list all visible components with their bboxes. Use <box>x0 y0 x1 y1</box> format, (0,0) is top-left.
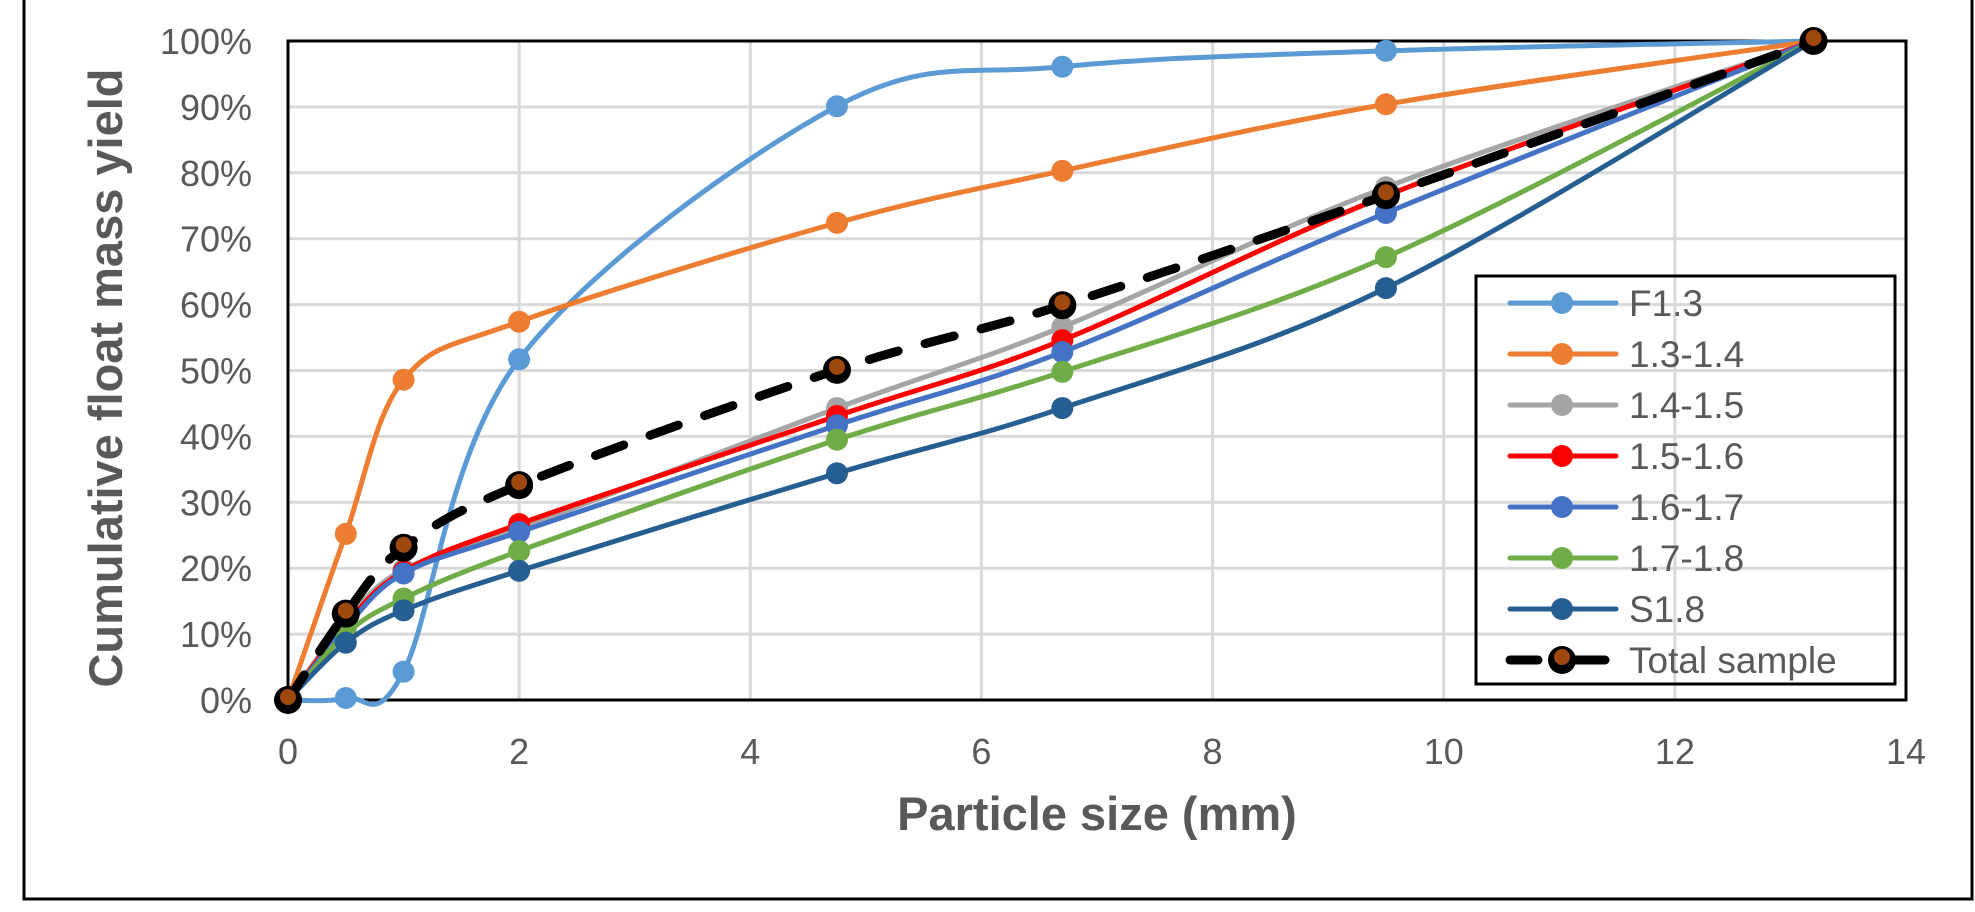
y-tick-label: 20% <box>180 548 252 589</box>
legend-marker <box>1554 649 1570 665</box>
x-tick-label: 6 <box>971 731 991 772</box>
legend-item-1-6-1-7: 1.6-1.7 <box>1507 487 1744 528</box>
data-point <box>1051 341 1074 364</box>
y-tick-label: 70% <box>180 219 252 260</box>
legend-label: 1.4-1.5 <box>1629 385 1744 426</box>
x-tick-label: 14 <box>1886 731 1926 772</box>
legend-box <box>1474 274 1897 686</box>
data-point <box>392 562 415 585</box>
x-tick-label: 0 <box>278 731 298 772</box>
data-point <box>1374 277 1397 300</box>
data-point <box>825 95 848 118</box>
data-point <box>508 540 531 563</box>
data-point <box>280 689 296 705</box>
legend-marker <box>1551 496 1573 518</box>
legend-label: Total sample <box>1629 640 1837 681</box>
y-axis-title: Cumulative float mass yield <box>79 68 132 687</box>
data-point <box>392 599 415 622</box>
y-tick-label: 90% <box>180 87 252 128</box>
series-line <box>285 38 1817 703</box>
legend-item-1-3-1-4: 1.3-1.4 <box>1507 334 1744 375</box>
y-tick-label: 100% <box>160 21 252 62</box>
series-total-sample <box>274 27 1828 714</box>
data-point <box>392 368 415 391</box>
data-point <box>395 536 412 553</box>
x-tick-label: 4 <box>740 731 760 772</box>
data-point <box>825 428 848 451</box>
x-tick-label: 8 <box>1203 731 1223 772</box>
legend: F1.3 1.3-1.4 1.4-1.5 1.5-1.6 1.6-1.7 1.7-1.8 S… <box>1474 274 1897 686</box>
data-point <box>334 522 357 545</box>
x-tick-label: 2 <box>509 731 529 772</box>
legend-marker <box>1551 394 1573 416</box>
y-tick-label: 50% <box>180 351 252 392</box>
legend-marker <box>1551 547 1573 569</box>
data-point <box>1377 184 1394 201</box>
series-line <box>285 38 1817 703</box>
data-point <box>1374 39 1397 62</box>
data-point <box>1374 93 1397 116</box>
data-point <box>392 660 415 683</box>
legend-item-1-7-1-8: 1.7-1.8 <box>1507 538 1744 579</box>
data-point <box>511 474 528 491</box>
data-point <box>508 559 531 582</box>
legend-marker <box>1551 292 1573 314</box>
data-point <box>1051 360 1074 383</box>
x-axis-title: Particle size (mm) <box>897 787 1297 840</box>
legend-marker <box>1551 343 1573 365</box>
legend-marker <box>1551 598 1573 620</box>
legend-label: 1.3-1.4 <box>1629 334 1744 375</box>
data-point <box>1051 159 1074 182</box>
data-point <box>334 631 357 654</box>
x-tick-label: 10 <box>1424 731 1464 772</box>
data-point <box>825 462 848 485</box>
legend-item-s1-8: S1.8 <box>1507 589 1705 630</box>
legend-marker <box>1551 445 1573 467</box>
data-point <box>337 602 354 619</box>
y-tick-label: 60% <box>180 285 252 326</box>
legend-item-1-5-1-6: 1.5-1.6 <box>1507 436 1744 477</box>
data-point <box>334 687 357 710</box>
plot-area-border <box>286 39 1908 702</box>
y-tick-label: 0% <box>200 680 252 721</box>
y-tick-label: 40% <box>180 416 252 457</box>
legend-label: 1.6-1.7 <box>1629 487 1744 528</box>
data-point <box>828 358 845 375</box>
data-point <box>1051 397 1074 420</box>
data-point <box>825 211 848 234</box>
legend-label: 1.5-1.6 <box>1629 436 1744 477</box>
y-tick-label: 10% <box>180 614 252 655</box>
data-point <box>1374 246 1397 269</box>
y-tick-label: 80% <box>180 153 252 194</box>
x-tick-label: 12 <box>1655 731 1695 772</box>
y-tick-label: 30% <box>180 482 252 523</box>
legend-item-f1-3: F1.3 <box>1507 283 1703 324</box>
data-point <box>1805 30 1822 46</box>
data-point <box>1051 55 1074 78</box>
x-axis-ticks: 0 2 4 6 8 10 12 14 <box>278 731 1926 772</box>
legend-item-total-sample: Total sample <box>1505 640 1837 681</box>
data-point <box>1054 294 1071 311</box>
chart-frame <box>22 0 1974 901</box>
legend-label: S1.8 <box>1629 589 1705 630</box>
legend-item-1-4-1-5: 1.4-1.5 <box>1507 385 1744 426</box>
legend-label: 1.7-1.8 <box>1629 538 1744 579</box>
data-point <box>508 348 531 371</box>
data-point <box>508 310 531 333</box>
series-line <box>285 38 1817 703</box>
data-point <box>508 520 531 543</box>
series-line <box>285 38 1817 703</box>
legend-label: F1.3 <box>1629 283 1703 324</box>
gridlines <box>288 41 1906 700</box>
series-layer <box>274 27 1828 714</box>
y-axis-ticks: 0% 10% 20% 30% 40% 50% 60% 70% 80% 90% 100% <box>160 21 252 721</box>
